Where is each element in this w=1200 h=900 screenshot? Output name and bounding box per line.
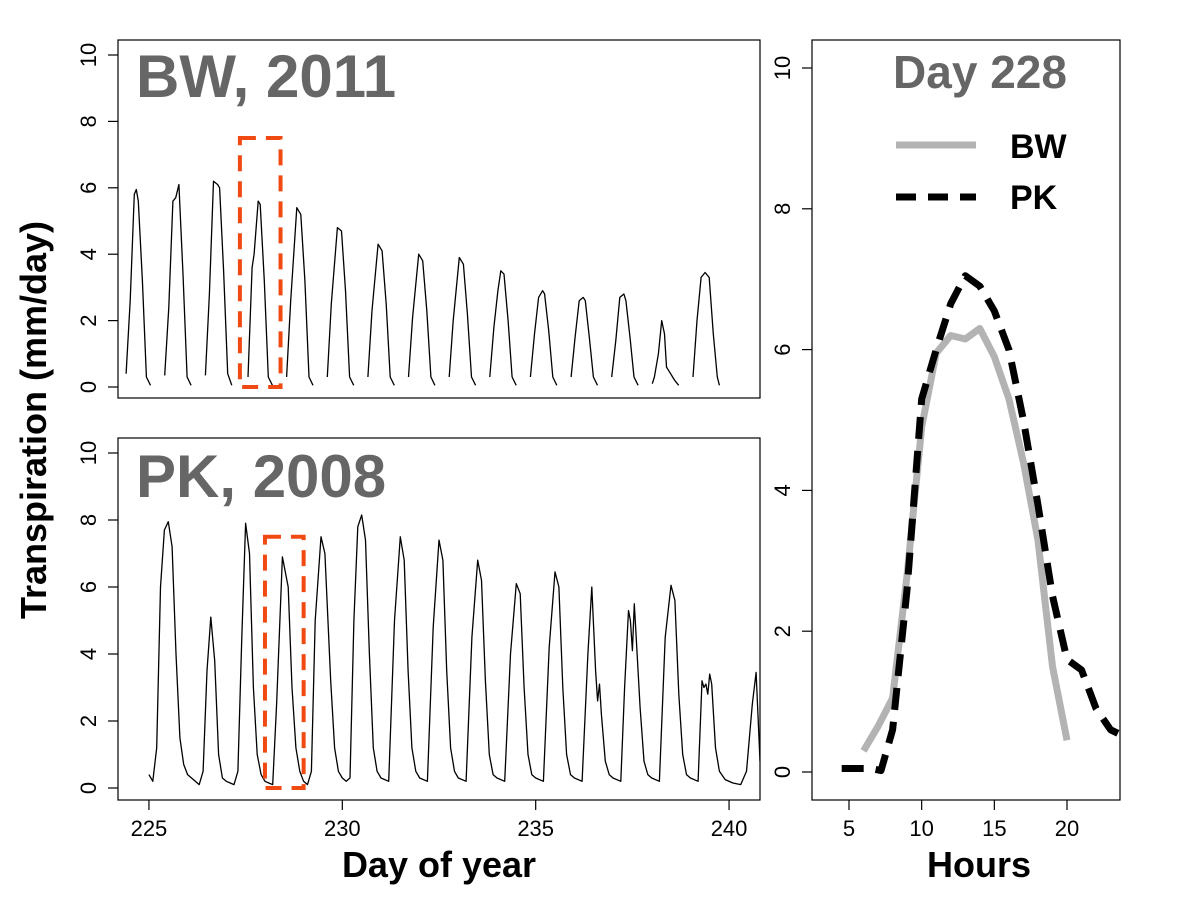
pk-ytick-label-10: 10 xyxy=(76,441,101,465)
bw-daily-cycle-13 xyxy=(611,293,639,386)
pk-xtick-label-235: 235 xyxy=(517,816,554,841)
panel-pk-frame xyxy=(117,437,761,801)
bw-daily-cycle-11 xyxy=(529,290,558,386)
bw-daily-cycle-7 xyxy=(367,243,395,386)
panel-bw-2011: 0 2 4 6 8 10 BW, 2011 xyxy=(76,39,761,399)
panel-bw-title: BW, 2011 xyxy=(136,43,396,110)
panel-bw-plot-layer: 0 2 4 6 8 10 xyxy=(76,43,721,393)
pk-xtick-label-230: 230 xyxy=(324,816,361,841)
panel-bw-frame xyxy=(117,39,761,399)
bw-daily-cycle-12 xyxy=(570,296,599,386)
bw-daily-cycle-2 xyxy=(164,183,192,386)
bw-daily-cycle-5 xyxy=(285,207,314,386)
bw-daily-cycle-9 xyxy=(448,256,477,386)
bw-daily-cycle-1 xyxy=(125,188,152,386)
x-axis-title-hours: Hours xyxy=(927,844,1031,885)
panel-pk-2008: 0 2 4 6 8 10 225 230 235 240 PK, 2008 xyxy=(76,437,761,841)
y-axis-title: Transpiration (mm/day) xyxy=(13,221,54,619)
day-ytick-label-6: 6 xyxy=(770,343,795,355)
bw-highlight-box xyxy=(237,136,283,389)
bw-ytick-label-4: 4 xyxy=(76,248,101,260)
day-xtick-label-20: 20 xyxy=(1055,816,1079,841)
panel-day-plot-layer: 0 2 4 6 8 10 5 10 15 20 xyxy=(770,56,1120,841)
pk-daily-cycle-0 xyxy=(148,514,760,786)
panel-day-228: 0 2 4 6 8 10 5 10 15 20 Day 228 BW PK xyxy=(770,39,1121,841)
day-ytick-label-0: 0 xyxy=(770,766,795,778)
pk-xtick-label-240: 240 xyxy=(711,816,748,841)
panel-day-title: Day 228 xyxy=(893,46,1067,98)
bw-ytick-label-2: 2 xyxy=(76,314,101,326)
x-axis-title-day-of-year: Day of year xyxy=(342,844,536,885)
bw-daily-cycle-10 xyxy=(489,270,517,386)
pk-ytick-label-8: 8 xyxy=(76,514,101,526)
bw-daily-cycle-6 xyxy=(326,226,355,386)
bw-daily-cycle-3 xyxy=(204,180,233,386)
day-ytick-label-8: 8 xyxy=(770,203,795,215)
day-xtick-label-15: 15 xyxy=(982,816,1006,841)
bw-ytick-label-0: 0 xyxy=(76,381,101,393)
bw-ytick-label-10: 10 xyxy=(76,43,101,67)
bw-daily-cycle-14 xyxy=(651,319,680,386)
bw-ytick-label-8: 8 xyxy=(76,115,101,127)
legend-bw-label: BW xyxy=(1010,128,1068,166)
legend: BW PK xyxy=(896,128,1068,217)
legend-pk-label: PK xyxy=(1010,179,1058,217)
bw-daily-cycle-8 xyxy=(407,253,436,386)
day-ytick-label-4: 4 xyxy=(770,484,795,496)
panel-day-frame xyxy=(811,39,1121,801)
day-xtick-label-5: 5 xyxy=(843,816,855,841)
pk-highlight-box xyxy=(262,534,306,790)
day-xtick-label-10: 10 xyxy=(909,816,933,841)
pk-ytick-label-0: 0 xyxy=(76,782,101,794)
panel-pk-plot-layer: 0 2 4 6 8 10 225 230 235 240 xyxy=(76,441,760,841)
pk-ytick-label-2: 2 xyxy=(76,715,101,727)
bw-daily-cycle-15 xyxy=(692,271,721,386)
day-ytick-label-2: 2 xyxy=(770,625,795,637)
day-series-bw xyxy=(860,325,1071,753)
pk-xtick-label-225: 225 xyxy=(131,816,168,841)
day-series-pk xyxy=(841,272,1120,775)
pk-ytick-label-4: 4 xyxy=(76,648,101,660)
bw-daily-cycle-4 xyxy=(247,200,273,386)
pk-ytick-label-6: 6 xyxy=(76,581,101,593)
day-ytick-label-10: 10 xyxy=(770,56,795,80)
bw-ytick-label-6: 6 xyxy=(76,182,101,194)
panel-pk-title: PK, 2008 xyxy=(136,443,386,510)
